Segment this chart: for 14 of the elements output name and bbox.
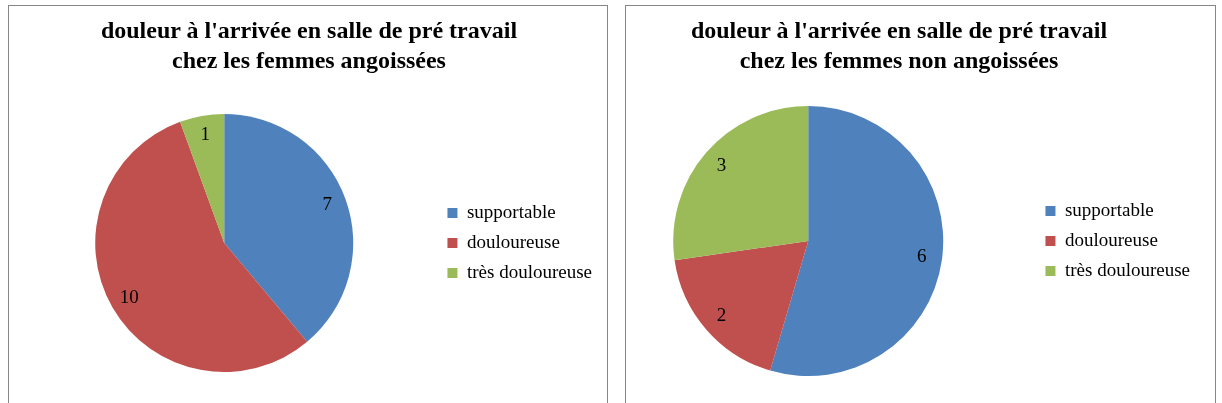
data-label: 2 (716, 304, 727, 326)
chart-title: douleur à l'arrivée en salle de pré travail chez les femmes non angoissées (689, 16, 1109, 75)
chart-title: douleur à l'arrivée en salle de pré travail chez les femmes angoissées (99, 16, 519, 75)
data-label: 1 (200, 123, 210, 144)
legend-label: supportable (1064, 198, 1154, 220)
legend-label: douloureuse (1064, 228, 1158, 250)
legend-label: supportable (466, 200, 556, 222)
legend-label: très douloureuse (466, 260, 593, 282)
data-label: 10 (119, 285, 139, 307)
data-label: 7 (322, 193, 333, 215)
data-label: 3 (716, 153, 727, 175)
legend-label: douloureuse (466, 230, 560, 252)
legend-label: très douloureuse (1064, 258, 1191, 280)
data-label: 6 (917, 245, 927, 267)
